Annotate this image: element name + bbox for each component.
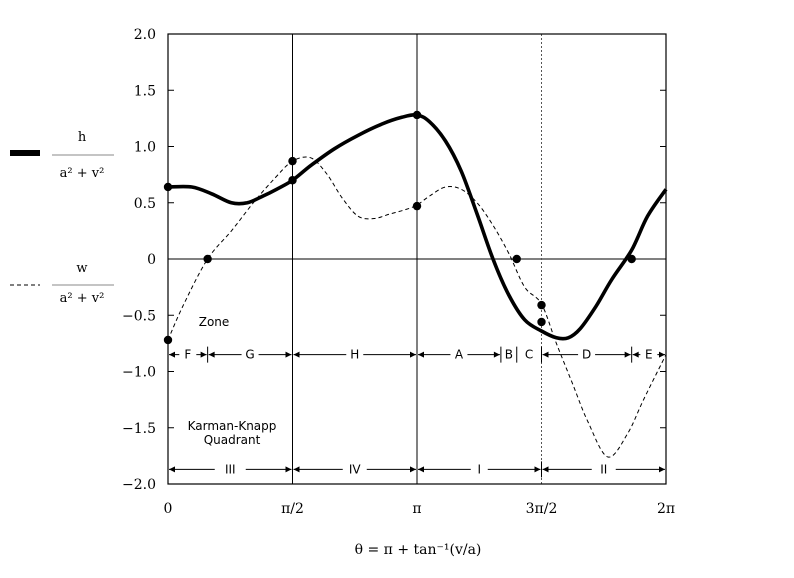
zone-label-B: B <box>505 348 513 362</box>
grid-layer <box>168 34 666 484</box>
h-point-marker-3 <box>537 317 546 327</box>
zone-arrowhead-left-1 <box>208 351 215 358</box>
series-layer <box>163 110 668 458</box>
zone-label-bg-0 <box>181 346 195 363</box>
zone-arrowhead-left-3 <box>418 351 424 358</box>
y-tick-label: −1.0 <box>122 365 156 381</box>
quadrant-arrowhead-left-2 <box>418 466 424 473</box>
zone-arrowhead-left-2 <box>293 351 300 358</box>
series-line-h <box>167 113 668 341</box>
zone-label-bg-5 <box>522 346 536 363</box>
legend-w-numerator: w <box>76 261 87 276</box>
zone-label: Zone <box>199 315 230 329</box>
zone-arrowhead-right-6 <box>624 351 631 358</box>
zone-arrowhead-right-1 <box>285 351 292 358</box>
w-point-marker-3 <box>412 201 422 211</box>
zone-arrowhead-left-7 <box>632 351 639 358</box>
quadrant-label-line1: Karman-Knapp <box>188 419 277 433</box>
zone-label-bg-3 <box>452 346 466 363</box>
h-point-marker-1 <box>288 176 297 185</box>
quadrant-arrowhead-right-3 <box>659 466 665 473</box>
y-tick-label: 0.5 <box>134 196 156 212</box>
quadrant-arrowhead-right-2 <box>534 466 541 473</box>
x-tick-label: π/2 <box>281 501 304 517</box>
zone-label-bg-6 <box>580 346 594 363</box>
x-tick-label: 2π <box>657 501 675 517</box>
zone-label-E: E <box>645 348 653 362</box>
y-tick-label: −2.0 <box>122 477 156 493</box>
zone-label-bg-4 <box>502 346 516 363</box>
y-tick-label: −1.5 <box>122 421 156 437</box>
quadrant-arrowhead-right-0 <box>285 466 292 473</box>
legend-h-denominator: a² + v² <box>60 166 105 181</box>
zone-label-bg-7 <box>642 346 656 363</box>
y-tick-label: 1.5 <box>134 83 156 99</box>
zone-arrowhead-left-6 <box>542 351 549 358</box>
quadrant-arrowhead-right-1 <box>410 466 416 473</box>
zone-label-D: D <box>582 348 591 362</box>
quadrant-label-II: II <box>600 462 607 476</box>
y-tick-label: −0.5 <box>122 308 156 324</box>
zone-label-A: A <box>455 348 464 362</box>
quadrant-label-III: III <box>225 462 236 476</box>
w-point-marker-4 <box>512 254 521 264</box>
zone-arrowhead-right-3 <box>493 351 500 358</box>
zone-label-C: C <box>525 348 533 362</box>
w-point-marker-5 <box>537 300 546 310</box>
y-tick-label: 1.0 <box>134 140 156 156</box>
y-tick-label: 0 <box>147 252 156 268</box>
w-point-marker-1 <box>203 254 212 264</box>
legend-h-numerator: h <box>78 130 87 145</box>
zone-arrowhead-left-0 <box>169 351 175 358</box>
x-axis-label: θ = π + tan⁻¹(v/a) <box>355 542 482 558</box>
y-tick-label: 2.0 <box>134 27 156 43</box>
quadrant-label-bg-2 <box>472 461 486 478</box>
zone-arrowhead-right-0 <box>200 351 207 358</box>
tick-labels: 2.0 1.5 1.0 0.5 0 −0.5 −1.0 −1.5 −2.0 0 π/2 π 3π/2 2π <box>122 27 675 517</box>
zone-label-G: G <box>245 348 254 362</box>
x-tick-label: 0 <box>164 501 173 517</box>
zone-label-H: H <box>350 348 359 362</box>
h-point-marker-4 <box>627 254 636 264</box>
quadrant-label-bg-0 <box>216 461 244 478</box>
zone-arrowhead-right-7 <box>659 351 665 358</box>
quadrant-label-IV: IV <box>349 462 362 476</box>
x-tick-label: π <box>412 501 421 517</box>
legend-w-denominator: a² + v² <box>60 291 105 306</box>
x-tick-label: 3π/2 <box>526 501 558 517</box>
w-point-marker-2 <box>288 156 297 166</box>
zone-arrowhead-right-2 <box>410 351 416 358</box>
quadrant-label-line2: Quadrant <box>204 433 261 447</box>
zone-label-bg-2 <box>348 346 362 363</box>
zone-label-bg-1 <box>243 346 257 363</box>
quadrant-arrowhead-left-3 <box>542 466 549 473</box>
quadrant-label-bg-3 <box>593 461 614 478</box>
quadrant-arrowhead-left-1 <box>293 466 300 473</box>
quadrant-arrowhead-left-0 <box>169 466 175 473</box>
h-point-marker-2 <box>412 110 422 120</box>
quadrant-label-I: I <box>477 462 481 476</box>
quadrant-label-bg-1 <box>344 461 365 478</box>
zone-label-F: F <box>184 348 191 362</box>
